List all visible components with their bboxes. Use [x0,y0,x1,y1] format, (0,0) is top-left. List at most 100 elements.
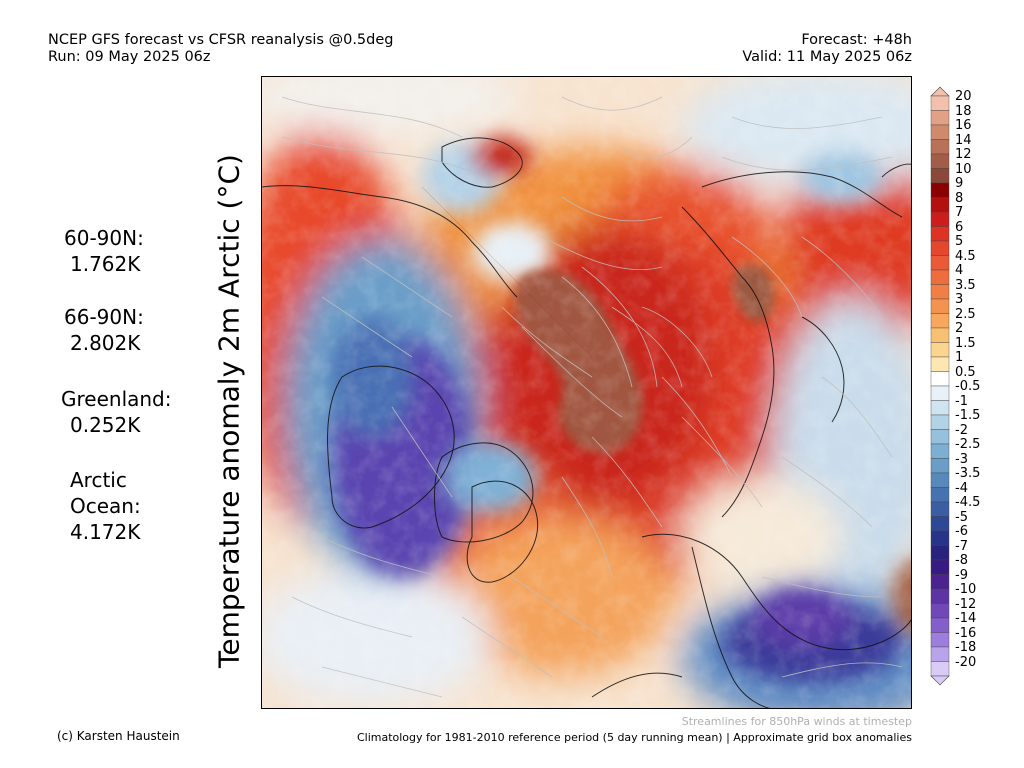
title-line-1: NCEP GFS forecast vs CFSR reanalysis @0.… [48,32,394,48]
colorbar-swatch [930,530,950,546]
stat-60-90n-value: 1.762K [70,252,141,276]
colorbar-label: 1.5 [955,335,976,351]
colorbar-label: -7 [955,538,968,554]
colorbar-label: 1 [955,350,964,365]
colorbar-label: 0.5 [955,364,976,380]
colorbar-label: -0.5 [955,379,981,394]
colorbar-swatch [930,153,950,169]
colorbar-min-arrow [930,675,950,686]
colorbar-label: 18 [955,103,972,119]
colorbar-swatch [930,559,950,575]
colorbar-swatch [930,168,950,184]
stat-66-90n-value: 2.802K [70,331,141,355]
colorbar-label: -10 [955,582,977,597]
colorbar-swatch [930,269,950,285]
colorbar-label: 3.5 [955,277,976,293]
colorbar-swatch [930,298,950,314]
colorbar-swatch [930,124,950,140]
colorbar-swatch [930,226,950,242]
wind-streamlines [281,96,903,698]
colorbar-label: -18 [955,640,977,655]
colorbar-swatch [930,443,950,459]
colorbar-label: -6 [955,524,968,539]
graticule [421,186,593,358]
colorbar-swatch [930,458,950,474]
colorbar [930,86,950,686]
stat-66-90n-label: 66-90N: [64,305,144,329]
colorbar-swatch [930,501,950,517]
colorbar-label: 16 [955,118,972,133]
colorbar-label: -8 [955,553,968,568]
colorbar-swatch [930,182,950,198]
streamlines-note: Streamlines for 850hPa winds at timestep [681,715,912,728]
colorbar-swatch [930,545,950,561]
colorbar-label: 9 [955,176,964,191]
y-axis-label: Temperature anomaly 2m Arctic (°C) [212,154,246,668]
credit: (c) Karsten Haustein [57,729,180,743]
colorbar-swatch [930,356,950,372]
colorbar-label: 5 [955,234,964,249]
colorbar-label: -2.5 [955,437,981,452]
colorbar-swatch [930,632,950,648]
climatology-note: Climatology for 1981-2010 reference peri… [356,731,912,744]
anomaly-map [262,77,911,708]
colorbar-swatch [930,414,950,430]
colorbar-swatch [930,603,950,619]
colorbar-label: -3 [955,451,968,467]
colorbar-label: 6 [955,219,964,235]
colorbar-label: -4.5 [955,495,981,510]
colorbar-swatch [930,211,950,227]
colorbar-swatch [930,110,950,126]
colorbar-swatch [930,240,950,256]
colorbar-swatch [930,255,950,271]
colorbar-label: -3.5 [955,466,981,481]
colorbar-swatch [930,429,950,445]
colorbar-max-arrow [930,86,950,97]
stat-arctic-ocean-label-1: Arctic [70,468,127,492]
colorbar-swatch [930,588,950,604]
colorbar-swatch [930,313,950,329]
colorbar-swatch [930,516,950,532]
colorbar-label: 10 [955,161,972,177]
map-panel [261,76,912,709]
colorbar-swatch [930,661,950,677]
colorbar-label: -14 [955,611,977,626]
colorbar-swatch [930,472,950,488]
colorbar-label: -1.5 [955,408,981,423]
colorbar-label: 4 [955,263,964,278]
stat-greenland-label: Greenland: [61,387,172,411]
colorbar-swatch [930,197,950,213]
colorbar-label: -4 [955,480,968,496]
colorbar-swatch [930,139,950,155]
colorbar-swatch [930,95,950,111]
colorbar-label: 8 [955,190,964,206]
colorbar-swatch [930,342,950,358]
colorbar-label: 2 [955,321,964,336]
stat-arctic-ocean-label-2: Ocean: [70,494,141,518]
colorbar-swatch [930,284,950,300]
colorbar-swatch [930,385,950,401]
colorbar-label: 12 [955,147,972,162]
stat-60-90n-label: 60-90N: [64,226,144,250]
colorbar-swatch [930,400,950,416]
colorbar-label: 14 [955,132,972,148]
colorbar-label: 7 [955,205,964,220]
colorbar-label: -12 [955,596,977,612]
stat-arctic-ocean-value: 4.172K [70,520,141,544]
colorbar-swatch [930,487,950,503]
colorbar-label: -1 [955,393,968,409]
colorbar-swatch [930,327,950,343]
colorbar-swatch [930,617,950,633]
colorbar-label: -9 [955,567,968,583]
colorbar-label: -5 [955,509,968,525]
colorbar-label: -20 [955,654,977,670]
coastlines [262,137,911,708]
colorbar-swatch [930,574,950,590]
colorbar-swatch [930,646,950,662]
colorbar-swatch [930,371,950,387]
valid-time: Valid: 11 May 2025 06z [742,49,912,65]
colorbar-label: -16 [955,625,977,641]
colorbar-label: 2.5 [955,306,976,322]
colorbar-label: 20 [955,89,972,104]
stat-greenland-value: 0.252K [70,413,141,437]
